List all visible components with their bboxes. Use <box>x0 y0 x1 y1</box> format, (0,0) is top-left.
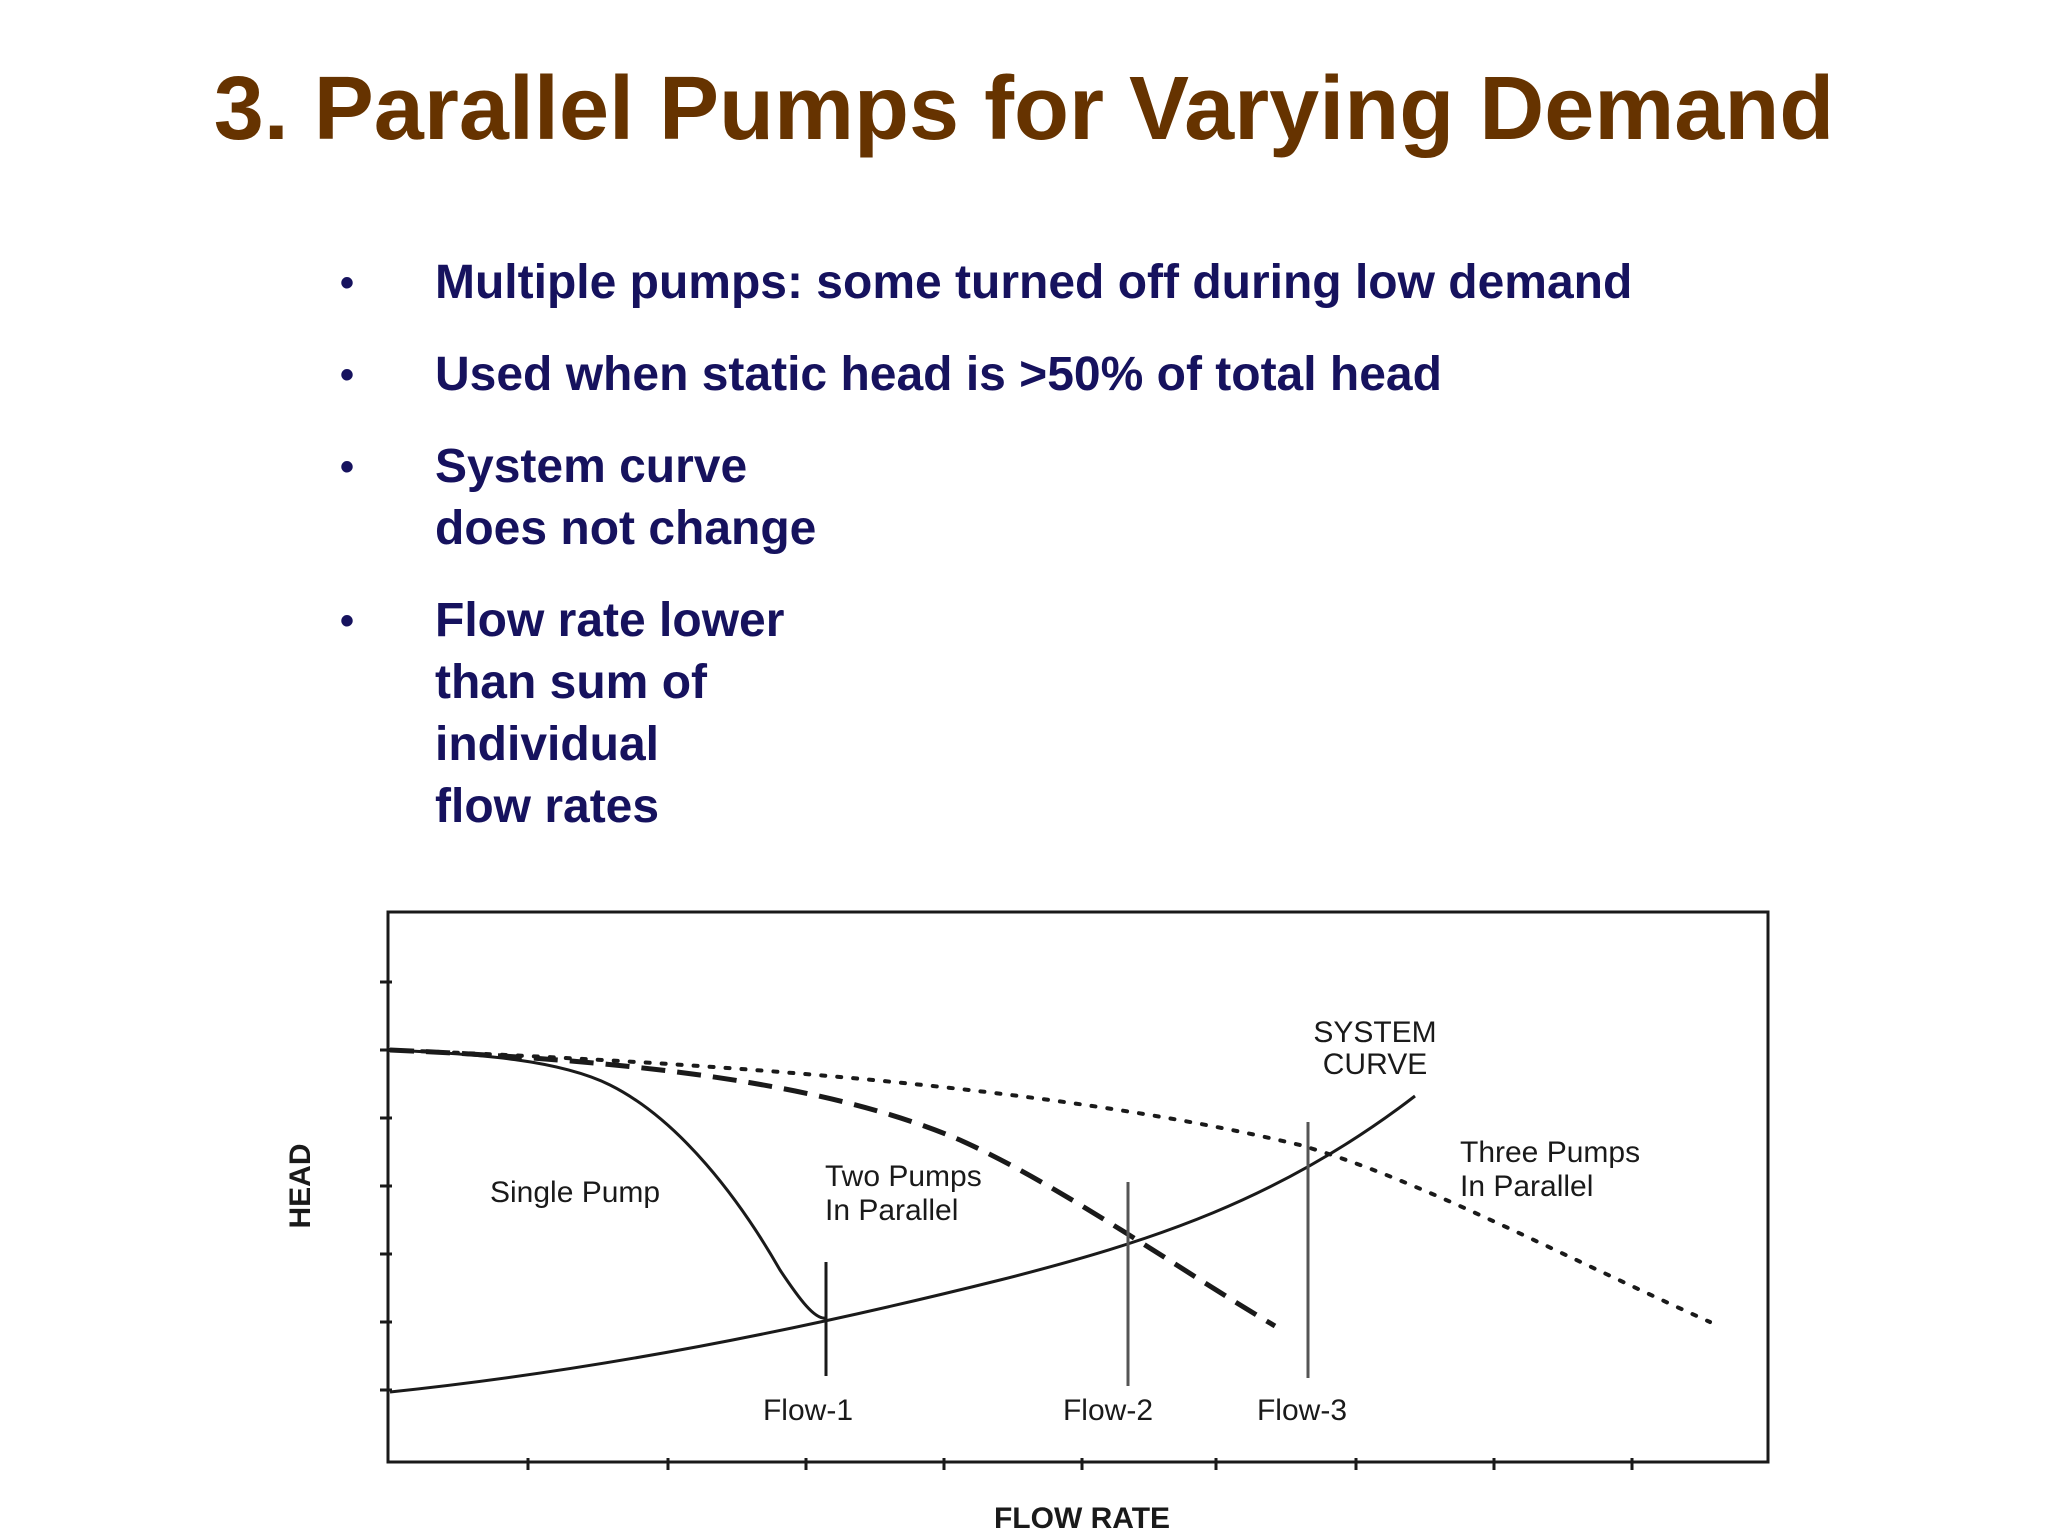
x-axis-label: FLOW RATE <box>994 1502 1170 1535</box>
bullet-item: • Multiple pumps: some turned off during… <box>340 252 1840 314</box>
bullet-item: • Flow rate lower than sum of individual… <box>340 590 1840 838</box>
three-pumps-label: Three Pumps <box>1460 1136 1640 1169</box>
single-pump-curve <box>389 1048 827 1320</box>
bullet-text: System curve does not change <box>435 440 817 555</box>
y-axis-ticks <box>380 980 392 1392</box>
flow-1-label: Flow-1 <box>763 1394 853 1427</box>
bullet-item: • System curve does not change <box>340 436 1840 560</box>
three-pumps-label: In Parallel <box>1460 1170 1593 1203</box>
y-axis-label: HEAD <box>284 1143 317 1228</box>
slide-title: 3. Parallel Pumps for Varying Demand <box>213 59 1835 159</box>
bullet-dot: • <box>340 599 355 643</box>
system-curve <box>389 1094 1416 1394</box>
system-curve-label: CURVE <box>1323 1048 1427 1081</box>
system-curve-label: SYSTEM <box>1313 1016 1436 1049</box>
two-pumps-label: In Parallel <box>825 1194 958 1227</box>
bullet-dot: • <box>340 353 355 397</box>
single-pump-label: Single Pump <box>490 1176 660 1209</box>
three-pumps-curve <box>388 1048 1712 1324</box>
bullet-list: • Multiple pumps: some turned off during… <box>340 252 1840 868</box>
bullet-text: Used when static head is >50% of total h… <box>435 348 1442 401</box>
bullet-text: Flow rate lower than sum of individual f… <box>435 594 785 833</box>
two-pumps-curve <box>389 1047 1277 1329</box>
bullet-item: • Used when static head is >50% of total… <box>340 344 1840 406</box>
bullet-text: Multiple pumps: some turned off during l… <box>435 256 1633 309</box>
bullet-dot: • <box>340 445 355 489</box>
x-axis-ticks <box>526 1458 1634 1470</box>
flow-2-label: Flow-2 <box>1063 1394 1153 1427</box>
two-pumps-label: Two Pumps <box>825 1160 982 1193</box>
flow-3-label: Flow-3 <box>1257 1394 1347 1427</box>
bullet-dot: • <box>340 261 355 305</box>
